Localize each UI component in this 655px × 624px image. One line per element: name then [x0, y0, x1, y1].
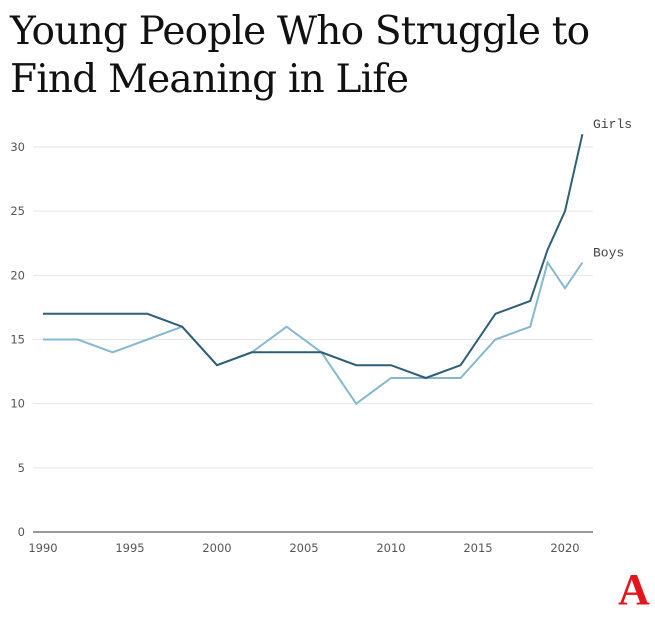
y-tick-label: 15 — [10, 333, 25, 347]
x-tick-label: 2000 — [202, 541, 231, 555]
series-lines — [43, 133, 584, 406]
x-tick-label: 2015 — [463, 541, 492, 555]
x-tick-label: 2005 — [289, 541, 318, 555]
y-tick-label: 20 — [10, 268, 25, 282]
series-line-girls — [43, 133, 584, 380]
y-tick-label: 10 — [10, 397, 25, 411]
series-label-girls: Girls — [593, 117, 632, 132]
series-label-boys: Boys — [593, 246, 624, 261]
y-tick-label: 5 — [18, 461, 25, 475]
series-line-boys — [43, 260, 584, 406]
y-tick-label: 0 — [18, 525, 25, 539]
y-tick-label: 30 — [10, 140, 25, 154]
x-tick-label: 1990 — [28, 541, 57, 555]
y-tick-label: 25 — [10, 204, 25, 218]
chart-title: Young People Who Struggle to Find Meanin… — [10, 9, 590, 102]
x-tick-label: 2010 — [376, 541, 405, 555]
the-atlantic-logo: A — [618, 565, 650, 614]
x-axis-ticks: 1990 1995 2000 2005 2010 2015 2020 — [28, 541, 579, 555]
x-tick-label: 2020 — [550, 541, 579, 555]
x-tick-label: 1995 — [115, 541, 144, 555]
y-axis-ticks: 0 5 10 15 20 25 30 — [10, 140, 25, 539]
series-labels: Boys Girls — [593, 117, 632, 260]
gridlines — [33, 146, 593, 469]
